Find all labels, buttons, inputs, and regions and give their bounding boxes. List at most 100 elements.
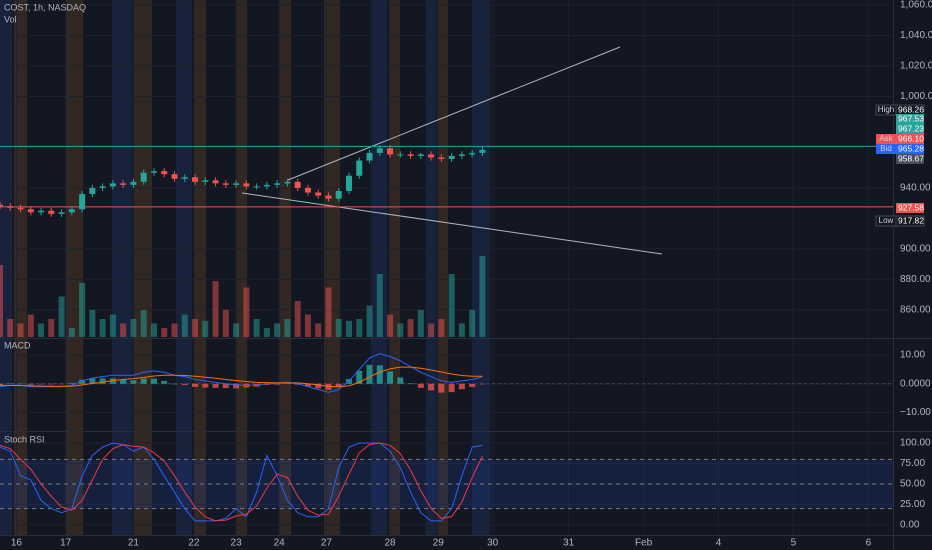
price-label-name: Low xyxy=(879,216,894,225)
volume-bar xyxy=(407,319,414,337)
volume-bar xyxy=(325,287,332,337)
histogram-bar xyxy=(161,380,168,384)
candle-body xyxy=(253,186,260,188)
x-tick-label: 30 xyxy=(487,538,499,549)
candle-body xyxy=(212,180,219,184)
candle-body xyxy=(120,183,127,185)
price-label-name: Bid xyxy=(880,144,892,153)
volume-bar xyxy=(417,310,424,337)
x-tick-label: 24 xyxy=(274,538,286,549)
candle-body xyxy=(99,186,106,188)
candle-body xyxy=(68,209,75,213)
candle-body xyxy=(140,172,147,182)
candle-body xyxy=(315,192,322,196)
price-label-name: Ask xyxy=(879,134,893,143)
volume-bar xyxy=(315,323,322,337)
price-label-box xyxy=(896,134,924,144)
histogram-bar xyxy=(120,379,127,384)
candle-body xyxy=(181,177,188,179)
y-tick-label: 1,040.00 xyxy=(900,30,932,41)
volume-bar xyxy=(212,281,219,337)
candle-body xyxy=(109,183,116,187)
volume-bar xyxy=(376,274,383,337)
volume-bar xyxy=(222,310,229,337)
price-label-box xyxy=(895,215,925,227)
volume-bar xyxy=(345,320,352,337)
price-label: 958.67 xyxy=(898,153,924,163)
volume-bar xyxy=(161,328,168,337)
candle-body xyxy=(387,148,394,155)
volume-bar xyxy=(109,314,116,337)
candle-body xyxy=(356,160,363,176)
y-tick-label: 1,000.00 xyxy=(900,91,932,102)
x-tick-label: 21 xyxy=(128,538,140,549)
volume-bar xyxy=(304,314,311,337)
price-label-box xyxy=(896,124,924,134)
volume-bar xyxy=(140,310,147,337)
candle-body xyxy=(458,154,465,156)
histogram-bar xyxy=(397,377,404,384)
histogram-bar xyxy=(315,383,322,389)
histogram-bar xyxy=(171,383,178,385)
histogram-bar xyxy=(417,383,424,388)
session-shading xyxy=(0,0,490,535)
volume-bar xyxy=(284,319,291,337)
candle-body xyxy=(469,152,476,155)
histogram-bar xyxy=(448,383,455,393)
histogram-bar xyxy=(356,370,363,384)
volume-bar xyxy=(120,323,127,337)
candle-body xyxy=(407,154,414,156)
volume-bar xyxy=(479,256,486,337)
volume-bar xyxy=(356,319,363,337)
histogram-bar xyxy=(79,379,86,384)
y-tick-label: 0.00 xyxy=(900,520,920,531)
x-tick-label: 4 xyxy=(716,538,722,549)
histogram-bar xyxy=(469,383,476,387)
volume-bar xyxy=(243,287,250,337)
histogram-bar xyxy=(376,365,383,384)
volume-bar xyxy=(253,319,260,337)
x-tick-label: 17 xyxy=(60,538,72,549)
grid xyxy=(0,0,893,535)
volume-bar xyxy=(48,319,55,337)
histogram-bar xyxy=(233,383,240,389)
candle-body xyxy=(243,183,250,187)
candle-body xyxy=(150,171,157,173)
y-tick-label: 0.0000 xyxy=(900,378,931,389)
x-tick-label: 28 xyxy=(384,538,396,549)
histogram-bar xyxy=(192,383,199,387)
price-label-box xyxy=(896,144,924,154)
volume-bar xyxy=(335,319,342,337)
macd-legend: MACD xyxy=(4,340,31,350)
volume-bar xyxy=(263,328,270,337)
x-tick-label: 31 xyxy=(563,538,575,549)
stoch-legend: Stoch RSI xyxy=(4,434,45,444)
price-label: 927.58 xyxy=(898,202,924,212)
volume-bar xyxy=(458,323,465,337)
histogram-bar xyxy=(479,383,486,385)
volume-bar xyxy=(448,274,455,337)
histogram-bar xyxy=(284,383,291,384)
histogram-bar xyxy=(17,383,24,385)
volume-legend: Vol xyxy=(4,14,17,24)
histogram-bar xyxy=(68,382,75,384)
candle-body xyxy=(479,149,486,153)
price-label: 917.82 xyxy=(898,215,924,225)
x-tick-label: Feb xyxy=(635,538,653,549)
y-tick-label: 1,020.00 xyxy=(900,61,932,72)
candle-body xyxy=(130,181,137,185)
price-label-tag xyxy=(876,144,896,154)
histogram-bar xyxy=(366,364,373,384)
candle-body xyxy=(345,175,352,191)
indicator-line xyxy=(0,442,483,522)
candle-body xyxy=(89,187,96,195)
candle-body xyxy=(58,212,65,214)
candle-body xyxy=(304,187,311,193)
price-label-tag xyxy=(876,134,896,144)
histogram-bar xyxy=(181,383,188,385)
volume-bar xyxy=(0,265,3,337)
histogram-bar xyxy=(387,371,394,384)
